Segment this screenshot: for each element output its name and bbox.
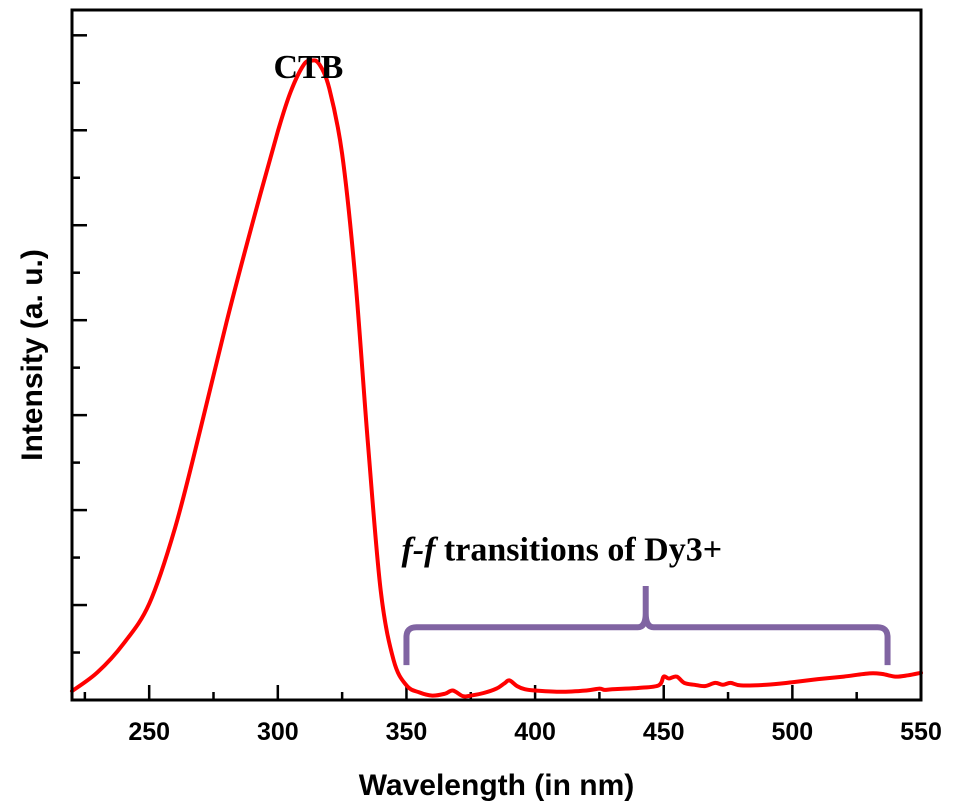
ff-bracket	[406, 586, 887, 665]
ctb-annotation: CTB	[273, 49, 343, 86]
x-tick-label: 400	[514, 718, 556, 746]
bracket-layer	[406, 586, 887, 665]
ff-rest-part: transitions of Dy3+	[435, 532, 722, 569]
spectrum-line	[72, 60, 921, 696]
x-axis-title: Wavelength (in nm)	[359, 769, 635, 802]
ff-transitions-annotation: f-f transitions of Dy3+	[401, 532, 722, 569]
series-layer	[72, 60, 921, 696]
x-tick-labels: 250 300 350 400 450 500 550	[128, 718, 942, 746]
ff-italic-part: f-f	[401, 532, 439, 569]
x-tick-label: 500	[772, 718, 814, 746]
plot-frame	[72, 10, 921, 700]
y-axis-title: Intensity (a. u.)	[16, 249, 49, 461]
x-tick-label: 450	[643, 718, 685, 746]
x-tick-label: 350	[386, 718, 428, 746]
x-tick-label: 550	[900, 718, 942, 746]
x-tick-label: 250	[128, 718, 170, 746]
y-ticks	[72, 35, 87, 652]
x-tick-label: 300	[257, 718, 299, 746]
